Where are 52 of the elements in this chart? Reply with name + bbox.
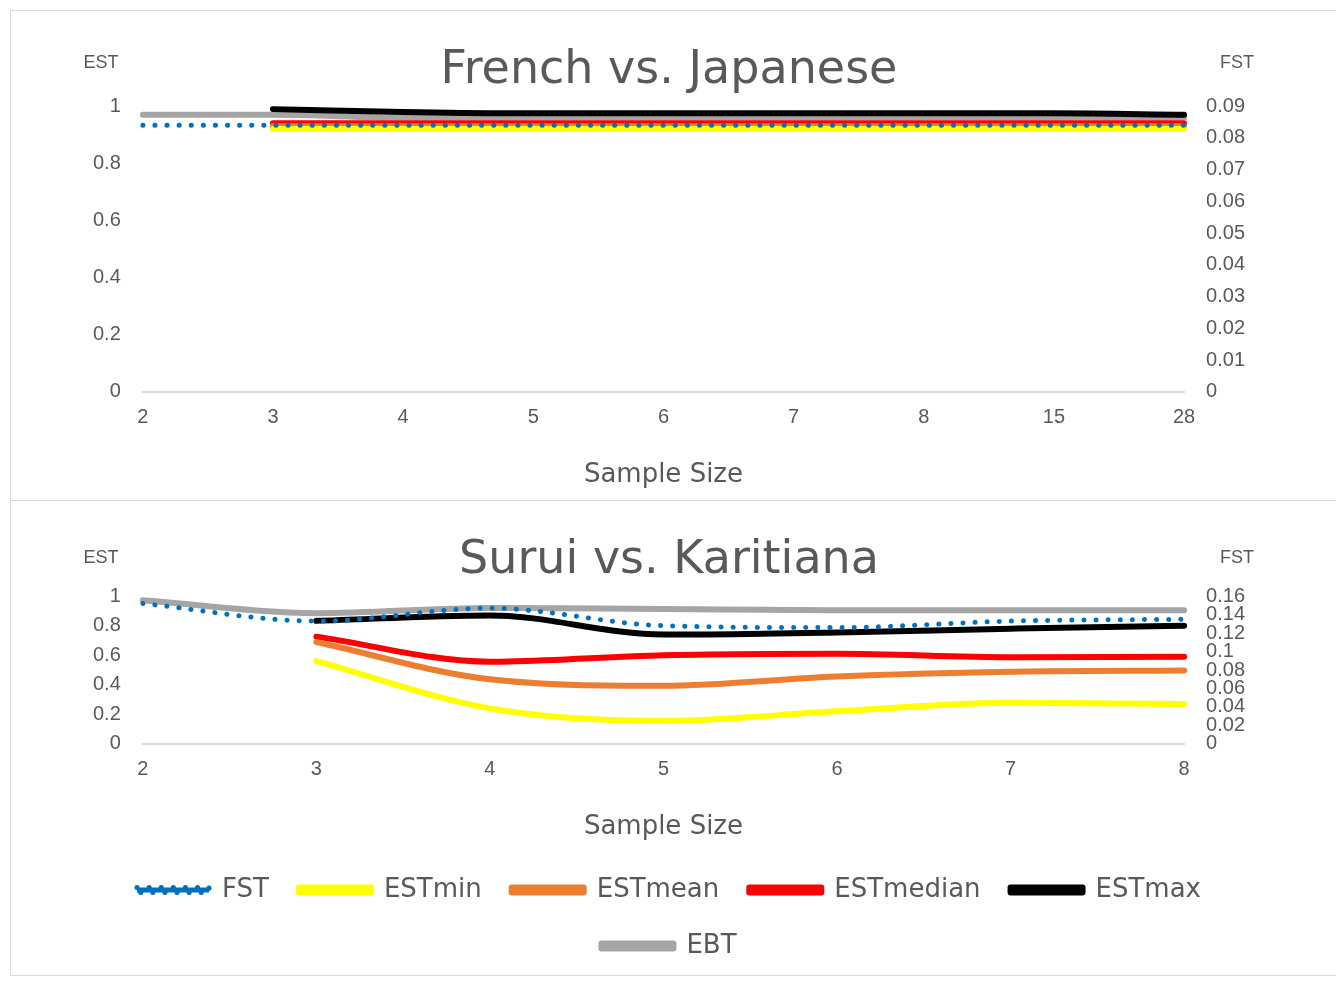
y-axis-title: EST bbox=[83, 52, 119, 73]
y2-tick-label: 0.07 bbox=[1206, 157, 1246, 180]
y2-tick-label: 0.03 bbox=[1206, 284, 1246, 307]
x-tick-label: 4 bbox=[484, 757, 496, 780]
y-tick-label: 0.6 bbox=[92, 207, 121, 230]
chart-title: French vs. Japanese bbox=[440, 39, 898, 94]
y2-tick-label: 0.06 bbox=[1206, 188, 1246, 211]
x-tick-label: 3 bbox=[310, 757, 322, 780]
y-tick-label: 0 bbox=[109, 731, 121, 754]
x-tick-label: 5 bbox=[657, 757, 669, 780]
legend-label: ESTmedian bbox=[834, 872, 981, 903]
y-tick-label: 0.4 bbox=[92, 672, 121, 695]
y-axis-title: EST bbox=[83, 547, 119, 568]
x-tick-label: 15 bbox=[1042, 405, 1066, 428]
y2-tick-label: 0.08 bbox=[1206, 125, 1246, 148]
legend-label: ESTmin bbox=[383, 872, 482, 903]
x-axis-title: Sample Size bbox=[583, 458, 743, 489]
y2-axis-title: FST bbox=[1220, 52, 1254, 73]
y-tick-label: 0.2 bbox=[92, 322, 121, 345]
legend-label: ESTmean bbox=[596, 872, 720, 903]
x-tick-label: 2 bbox=[137, 405, 149, 428]
y-tick-label: 0.4 bbox=[92, 265, 121, 288]
chart-title: Surui vs. Karitiana bbox=[459, 529, 879, 584]
y-tick-label: 0 bbox=[109, 379, 121, 402]
y2-tick-label: 0.01 bbox=[1206, 347, 1246, 370]
y2-tick-label: 0.04 bbox=[1206, 252, 1246, 275]
x-tick-label: 7 bbox=[1004, 757, 1017, 780]
y-tick-label: 0.8 bbox=[92, 613, 121, 636]
x-tick-label: 8 bbox=[1178, 757, 1190, 780]
x-tick-label: 8 bbox=[918, 405, 930, 428]
y2-axis-title: FST bbox=[1220, 547, 1254, 568]
y-tick-label: 0.8 bbox=[92, 150, 121, 173]
y-tick-label: 1 bbox=[109, 583, 121, 606]
y2-tick-label: 0.05 bbox=[1206, 220, 1246, 243]
x-tick-label: 3 bbox=[267, 405, 279, 428]
x-tick-label: 5 bbox=[527, 405, 539, 428]
y-tick-label: 0.6 bbox=[92, 642, 121, 665]
x-tick-label: 6 bbox=[657, 405, 669, 428]
legend-label: FST bbox=[222, 872, 269, 903]
legend-label: EBT bbox=[686, 928, 737, 959]
y2-tick-label: 0.09 bbox=[1206, 93, 1246, 116]
x-tick-label: 7 bbox=[788, 405, 800, 428]
x-tick-label: 6 bbox=[831, 757, 843, 780]
x-tick-label: 4 bbox=[397, 405, 409, 428]
y2-tick-label: 0 bbox=[1206, 379, 1218, 402]
y2-tick-label: 0.02 bbox=[1206, 315, 1246, 338]
x-axis-title: Sample Size bbox=[583, 810, 743, 841]
x-tick-label: 2 bbox=[137, 757, 149, 780]
x-tick-label: 28 bbox=[1172, 405, 1196, 428]
legend-label: ESTmax bbox=[1095, 872, 1202, 903]
y-tick-label: 0.2 bbox=[92, 701, 121, 724]
y-tick-label: 1 bbox=[109, 93, 121, 116]
